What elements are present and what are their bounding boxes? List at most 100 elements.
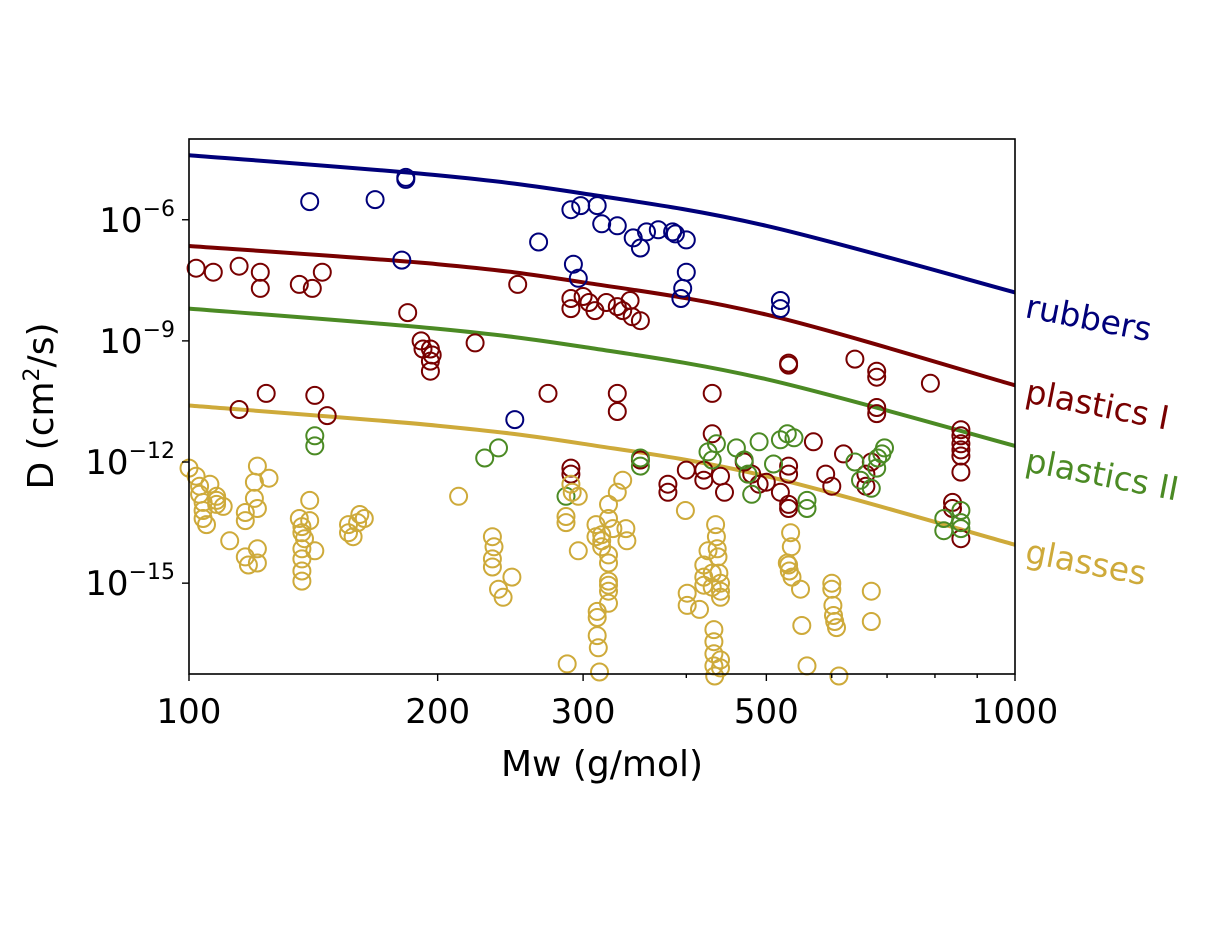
- data-point-plastics-i: [867, 404, 887, 424]
- data-point-plastics-i: [951, 462, 971, 482]
- data-point-glasses: [797, 656, 817, 676]
- data-point-plastics-i: [951, 426, 971, 446]
- data-point-glasses: [482, 557, 502, 577]
- y-tick-label-exponent: −15: [129, 560, 175, 585]
- y-tick-label: 10−15: [85, 560, 175, 604]
- y-axis-title-main: D (cm: [21, 381, 62, 489]
- data-point-plastics-ii: [738, 464, 758, 484]
- data-point-plastics-i: [607, 402, 627, 421]
- curve-label-plastics-i: plastics I: [1022, 372, 1172, 438]
- data-point-rubbers: [607, 216, 627, 236]
- data-point-glasses: [343, 527, 363, 547]
- data-point-glasses: [617, 531, 637, 551]
- data-point-plastics-i: [289, 274, 309, 294]
- data-point-glasses: [711, 573, 730, 593]
- data-point-glasses: [354, 509, 374, 528]
- data-point-glasses: [822, 573, 842, 593]
- data-point-plastics-ii: [797, 490, 817, 510]
- x-tick-label: 300: [551, 692, 616, 732]
- x-tick-label: 100: [157, 692, 222, 732]
- data-point-rubbers: [592, 214, 612, 234]
- data-point-plastics-ii: [875, 438, 894, 458]
- data-point-rubbers: [770, 291, 790, 310]
- data-point-plastics-i: [229, 400, 249, 419]
- data-point-glasses: [791, 579, 810, 599]
- data-point-glasses: [300, 490, 320, 510]
- data-point-rubbers: [648, 220, 668, 240]
- data-point-glasses: [186, 466, 206, 486]
- y-tick-label: 10−6: [99, 197, 175, 241]
- data-point-plastics-ii: [749, 432, 769, 452]
- data-point-rubbers: [561, 200, 581, 220]
- data-point-plastics-ii: [951, 513, 971, 533]
- data-point-plastics-ii: [630, 448, 650, 468]
- data-point-glasses: [247, 499, 267, 518]
- data-point-plastics-i: [607, 297, 627, 317]
- series-rubbers: [300, 167, 790, 430]
- data-point-glasses: [247, 456, 267, 476]
- data-point-glasses: [557, 654, 577, 674]
- data-point-glasses: [502, 567, 522, 587]
- data-point-glasses: [616, 519, 636, 539]
- data-point-plastics-ii: [305, 436, 325, 456]
- data-point-plastics-ii: [726, 438, 746, 458]
- data-point-glasses: [675, 501, 695, 520]
- y-tick-label-base: 10: [99, 201, 142, 241]
- data-point-glasses: [247, 553, 267, 573]
- data-point-glasses: [603, 519, 623, 539]
- data-point-glasses: [587, 626, 607, 646]
- data-point-plastics-i: [867, 361, 887, 381]
- data-point-glasses: [588, 638, 608, 658]
- data-point-plastics-ii: [630, 456, 650, 476]
- data-point-plastics-i: [256, 383, 276, 403]
- data-point-glasses: [861, 612, 881, 631]
- data-point-plastics-i: [658, 482, 678, 502]
- data-point-rubbers: [571, 196, 591, 216]
- curve-glasses: [188, 403, 1016, 547]
- data-point-glasses: [607, 482, 627, 502]
- data-point-plastics-ii: [742, 484, 762, 504]
- data-point-plastics-i: [920, 373, 940, 393]
- curve-label-rubbers: rubbers: [1022, 287, 1155, 350]
- data-point-glasses: [235, 503, 255, 522]
- data-point-rubbers: [630, 238, 650, 258]
- y-tick-label-exponent: −9: [143, 318, 175, 343]
- data-point-plastics-ii: [951, 501, 971, 520]
- data-point-plastics-i: [250, 262, 270, 282]
- data-point-rubbers: [676, 230, 696, 250]
- data-point-plastics-i: [630, 311, 650, 331]
- data-point-plastics-ii: [845, 452, 865, 472]
- data-point-glasses: [556, 513, 576, 533]
- data-point-plastics-i: [702, 383, 722, 403]
- data-point-plastics-i: [658, 474, 678, 494]
- data-point-glasses: [238, 555, 258, 575]
- curve-label-plastics-ii: plastics II: [1022, 441, 1182, 509]
- data-point-plastics-i: [816, 464, 836, 484]
- data-point-plastics-ii: [797, 499, 817, 518]
- data-point-plastics-ii: [934, 509, 954, 528]
- curve-plastics-i: [188, 244, 1016, 388]
- data-point-glasses: [599, 575, 618, 595]
- data-point-plastics-i: [398, 303, 418, 323]
- data-point-rubbers: [392, 250, 412, 270]
- data-point-glasses: [493, 587, 513, 607]
- data-point-glasses: [861, 581, 881, 601]
- data-point-rubbers: [300, 192, 320, 212]
- data-point-plastics-ii: [784, 428, 804, 448]
- data-point-glasses: [247, 539, 267, 559]
- curve-labels: rubbers plastics I plastics II glasses: [1022, 287, 1182, 594]
- data-point-plastics-i: [779, 494, 799, 514]
- x-tick-label: 500: [734, 692, 799, 732]
- curve-rubbers: [188, 153, 1016, 295]
- data-point-plastics-i: [573, 287, 593, 306]
- data-point-glasses: [592, 525, 612, 545]
- data-point-glasses: [292, 561, 312, 581]
- data-point-plastics-i: [779, 499, 799, 518]
- data-point-plastics-i: [779, 456, 799, 476]
- data-point-glasses: [704, 620, 724, 640]
- data-point-glasses: [482, 549, 502, 569]
- y-tick-label: 10−12: [85, 439, 175, 483]
- data-point-glasses: [706, 527, 726, 547]
